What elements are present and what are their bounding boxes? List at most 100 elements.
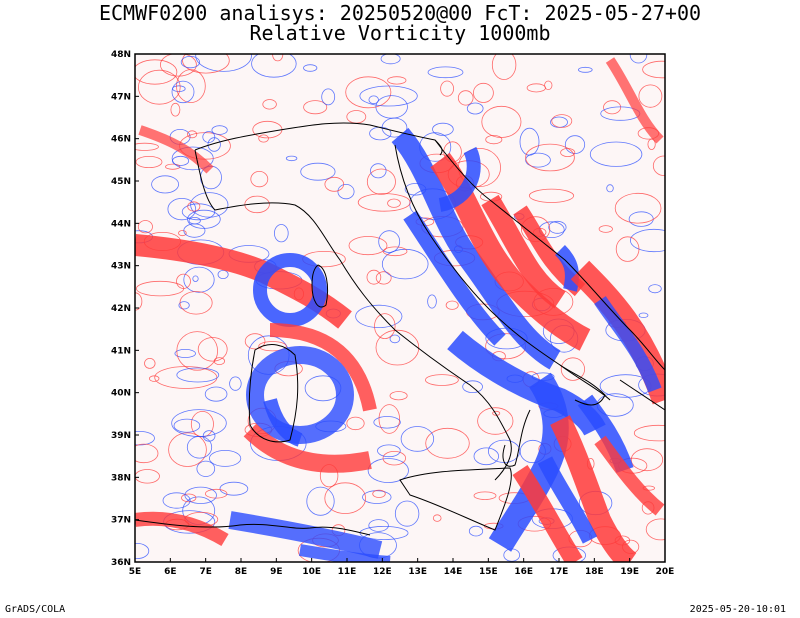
- contour-line: [202, 430, 216, 442]
- lat-tick-label: 41N: [111, 346, 131, 356]
- contour-line: [491, 54, 517, 80]
- contour-line: [387, 198, 401, 208]
- contour-line: [167, 198, 197, 221]
- contour-line: [187, 130, 198, 139]
- contour-line: [348, 236, 388, 256]
- contour-line: [171, 80, 195, 104]
- contour-line: [629, 54, 648, 64]
- contour-line: [370, 163, 387, 179]
- greek-coast: [619, 379, 665, 411]
- contour-line: [137, 220, 153, 234]
- contour-line: [138, 69, 181, 105]
- contour-line: [165, 163, 181, 170]
- contour-line: [345, 76, 392, 109]
- italy-adriatic-coast: [394, 144, 611, 401]
- contour-line: [217, 269, 229, 279]
- lat-tick-label: 42N: [111, 304, 131, 314]
- contour-line: [202, 131, 216, 143]
- lat-tick-label: 48N: [111, 50, 131, 60]
- contour-line: [303, 100, 328, 115]
- contour-line: [645, 518, 665, 541]
- contour-line: [548, 220, 567, 234]
- contour-line: [366, 269, 382, 285]
- italy-west-coast: [214, 202, 512, 481]
- contour-line: [337, 184, 355, 200]
- contour-line: [178, 230, 187, 237]
- contour-line: [306, 486, 335, 516]
- contour-line: [377, 444, 401, 458]
- contour-line: [373, 416, 401, 429]
- positive-vorticity-band: [135, 511, 229, 547]
- contour-field: [135, 54, 665, 562]
- contour-line: [204, 488, 228, 499]
- contour-line: [481, 105, 522, 138]
- lat-tick-label: 37N: [111, 516, 131, 526]
- contour-line: [182, 54, 230, 74]
- lat-tick-label: 46N: [111, 135, 131, 145]
- coastlines: [135, 122, 665, 536]
- contour-line: [324, 176, 345, 192]
- lon-tick-label: 12E: [373, 567, 392, 577]
- contour-line: [551, 114, 573, 128]
- contour-line: [357, 193, 411, 212]
- contour-line: [135, 431, 155, 446]
- lon-tick-label: 7E: [199, 567, 211, 577]
- lon-tick-label: 10E: [302, 567, 321, 577]
- contour-line: [174, 348, 196, 358]
- negative-vorticity-band: [263, 398, 303, 447]
- contour-line: [606, 184, 614, 193]
- map-title-line1: ECMWF0200 analisys: 20250520@00 FcT: 202…: [98, 1, 702, 25]
- contour-line: [178, 301, 190, 310]
- contour-line: [258, 341, 287, 352]
- lon-tick-label: 5E: [129, 567, 141, 577]
- contour-line: [375, 271, 392, 285]
- lon-tick-label: 16E: [514, 567, 533, 577]
- contour-line: [207, 137, 221, 152]
- contour-line: [176, 367, 220, 383]
- contour-line: [485, 135, 503, 145]
- positive-vorticity-band: [550, 415, 637, 562]
- contour-line: [300, 162, 336, 181]
- contour-line: [638, 84, 663, 108]
- positive-vorticity-band: [269, 323, 377, 412]
- contour-line: [187, 209, 221, 229]
- contour-line: [186, 435, 213, 459]
- contour-line: [389, 391, 408, 401]
- contour-line: [466, 102, 484, 115]
- positive-vorticity-band: [138, 125, 214, 174]
- france-italy-border: [194, 149, 216, 211]
- negative-vorticity-band: [438, 146, 481, 212]
- negative-vorticity-ring: [253, 253, 327, 327]
- generation-timestamp: 2025-05-20-10:01: [689, 604, 786, 615]
- lat-tick-label: 43N: [111, 262, 131, 272]
- lat-tick-label: 47N: [111, 92, 131, 102]
- contour-line: [176, 69, 206, 103]
- calabria-coast: [502, 409, 531, 467]
- contour-line: [366, 168, 396, 195]
- lon-tick-label: 14E: [444, 567, 463, 577]
- contour-line: [197, 337, 228, 362]
- contour-line: [394, 500, 420, 527]
- positive-vorticity-band: [594, 435, 665, 516]
- positive-vorticity-band: [481, 194, 566, 309]
- north-africa-coast: [135, 519, 371, 536]
- contour-line: [382, 246, 408, 257]
- lon-tick-label: 15E: [479, 567, 498, 577]
- contour-line: [368, 95, 379, 105]
- contour-line: [519, 127, 540, 156]
- software-credit: GrADS/COLA: [5, 604, 66, 615]
- contour-line: [346, 416, 365, 431]
- negative-vorticity-band: [594, 296, 662, 393]
- contour-line: [528, 188, 575, 203]
- contour-line: [250, 171, 269, 188]
- contour-line: [462, 380, 483, 394]
- contour-line: [262, 99, 277, 110]
- contour-line: [375, 329, 420, 366]
- contour-line: [135, 443, 159, 464]
- contour-line: [425, 427, 470, 459]
- contour-line: [183, 223, 206, 238]
- contour-line: [633, 424, 665, 442]
- contour-line: [190, 192, 229, 218]
- contour-line: [359, 85, 418, 107]
- lon-tick-label: 20E: [656, 567, 675, 577]
